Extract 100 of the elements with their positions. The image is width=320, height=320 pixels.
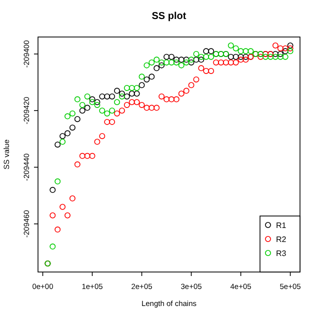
point: [99, 93, 106, 100]
point: [64, 113, 71, 120]
legend-label: R1: [276, 221, 287, 230]
point: [69, 124, 76, 131]
point: [198, 65, 204, 72]
point: [277, 50, 284, 57]
point: [282, 54, 288, 60]
point: [118, 108, 125, 114]
point: [238, 54, 244, 60]
point: [168, 59, 174, 66]
point: [232, 59, 239, 66]
point: [128, 90, 135, 97]
point: [154, 104, 160, 111]
point: [178, 90, 184, 97]
point: [148, 74, 155, 80]
point: [144, 62, 150, 68]
point: [114, 99, 120, 106]
point: [277, 45, 284, 52]
point: [134, 84, 140, 91]
point: [60, 138, 66, 145]
point: [104, 110, 110, 116]
point: [89, 99, 96, 106]
point: [144, 76, 150, 82]
point: [138, 74, 145, 80]
point: [178, 62, 184, 68]
point: [64, 130, 71, 136]
point: [154, 65, 160, 72]
point: [148, 104, 155, 111]
point: [248, 48, 254, 54]
point: [89, 96, 96, 102]
point: [114, 110, 120, 116]
point: [168, 54, 174, 60]
point: [232, 54, 239, 60]
point: [228, 59, 234, 66]
point: [114, 88, 120, 94]
point: [158, 62, 165, 68]
point: [104, 118, 110, 125]
point: [188, 82, 194, 88]
point: [242, 54, 249, 60]
point: [84, 104, 90, 111]
point: [242, 48, 249, 54]
point: [128, 99, 135, 106]
point: [50, 186, 56, 193]
point: [84, 93, 90, 100]
point: [272, 50, 278, 57]
point: [54, 178, 61, 184]
point: [94, 102, 100, 108]
point: [193, 76, 200, 82]
point: [104, 93, 110, 100]
point: [173, 56, 180, 63]
point: [89, 152, 96, 159]
point: [118, 93, 125, 100]
point: [238, 56, 244, 63]
point: [84, 152, 90, 159]
point: [124, 84, 130, 91]
point: [128, 84, 135, 91]
point: [79, 102, 86, 108]
point: [287, 45, 294, 52]
point: [50, 212, 56, 218]
point: [60, 204, 66, 210]
point: [178, 56, 184, 63]
point: [124, 102, 130, 108]
point: [148, 59, 155, 66]
point: [208, 54, 214, 60]
point: [154, 56, 160, 63]
point: [124, 93, 130, 100]
point: [218, 59, 224, 66]
point: [203, 54, 210, 60]
point: [158, 93, 165, 100]
point: [168, 96, 174, 102]
point: [272, 42, 278, 48]
point: [144, 104, 150, 111]
point: [208, 48, 214, 54]
point: [158, 59, 165, 66]
point: [54, 226, 61, 233]
legend-label: R2: [276, 235, 287, 244]
point: [54, 142, 61, 148]
point: [74, 116, 80, 122]
point: [198, 54, 204, 60]
point: [74, 161, 80, 168]
point: [183, 59, 190, 66]
point: [173, 96, 180, 102]
point: [79, 152, 86, 159]
point: [208, 68, 214, 74]
point: [99, 133, 106, 140]
point: [282, 48, 288, 54]
point: [134, 99, 140, 106]
point: [164, 96, 170, 102]
point: [228, 42, 234, 48]
point: [203, 68, 210, 74]
point: [193, 50, 200, 57]
point: [79, 108, 86, 114]
point: [287, 48, 294, 54]
point: [183, 88, 190, 94]
point: [74, 96, 80, 102]
legend-label: R3: [276, 249, 287, 258]
point: [164, 54, 170, 60]
point: [188, 56, 194, 63]
chart-title: SS plot: [152, 11, 187, 22]
point: [198, 56, 204, 63]
